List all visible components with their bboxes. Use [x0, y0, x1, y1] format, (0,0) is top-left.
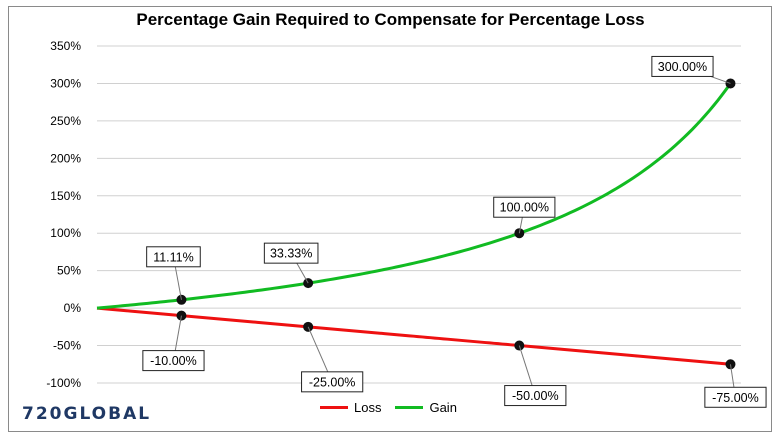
y-tick-label: -50%: [53, 339, 81, 353]
data-label: 300.00%: [658, 60, 707, 74]
data-labels: -10.00% -25.00% -50.00% -75.00% 11.11% 33.33%…: [142, 55, 767, 408]
data-label-box: [504, 385, 567, 407]
legend-item-loss: Loss: [320, 400, 381, 415]
y-tick-label: 250%: [50, 114, 81, 128]
data-label: 33.33%: [270, 247, 312, 261]
y-tick-label: 0%: [64, 301, 82, 315]
legend-swatch-loss: [320, 406, 348, 409]
y-tick-label: 350%: [50, 39, 81, 53]
y-tick-label: 300%: [50, 76, 81, 90]
data-points: [176, 78, 736, 370]
legend-item-gain: Gain: [395, 400, 457, 415]
data-label-box: [263, 242, 319, 264]
y-axis-ticks: -100% -50% 0% 50% 100% 150% 200% 250% 300% 350%: [46, 39, 81, 390]
legend-label-gain: Gain: [429, 400, 457, 415]
y-tick-label: -100%: [46, 376, 81, 390]
data-label-box: [651, 55, 714, 77]
grid-lines: [97, 45, 741, 384]
data-label-box: [493, 196, 556, 218]
chart-title: Percentage Gain Required to Compensate f…: [136, 10, 645, 29]
brand-logo: 720GLOBAL: [22, 404, 152, 424]
chart-frame: [8, 6, 772, 432]
data-label-box: [146, 246, 201, 268]
legend-label-loss: Loss: [354, 400, 382, 415]
y-tick-label: 100%: [50, 226, 81, 240]
data-label-box: [301, 371, 364, 393]
series-line-loss: [96, 306, 731, 366]
data-label-box: [142, 350, 205, 372]
data-label: -50.00%: [512, 389, 559, 403]
series-line-gain: [96, 82, 732, 310]
data-label: -25.00%: [309, 375, 356, 389]
y-tick-label: 200%: [50, 151, 81, 165]
data-label: 100.00%: [500, 201, 549, 215]
data-label: 11.11%: [153, 250, 194, 264]
data-label-box: [704, 386, 767, 408]
series-lines: [96, 82, 732, 366]
data-label: -75.00%: [712, 391, 759, 405]
data-label: -10.00%: [150, 354, 197, 368]
y-tick-label: 150%: [50, 189, 81, 203]
y-tick-label: 50%: [57, 264, 81, 278]
legend: Loss Gain: [320, 400, 457, 415]
legend-swatch-gain: [395, 406, 424, 409]
